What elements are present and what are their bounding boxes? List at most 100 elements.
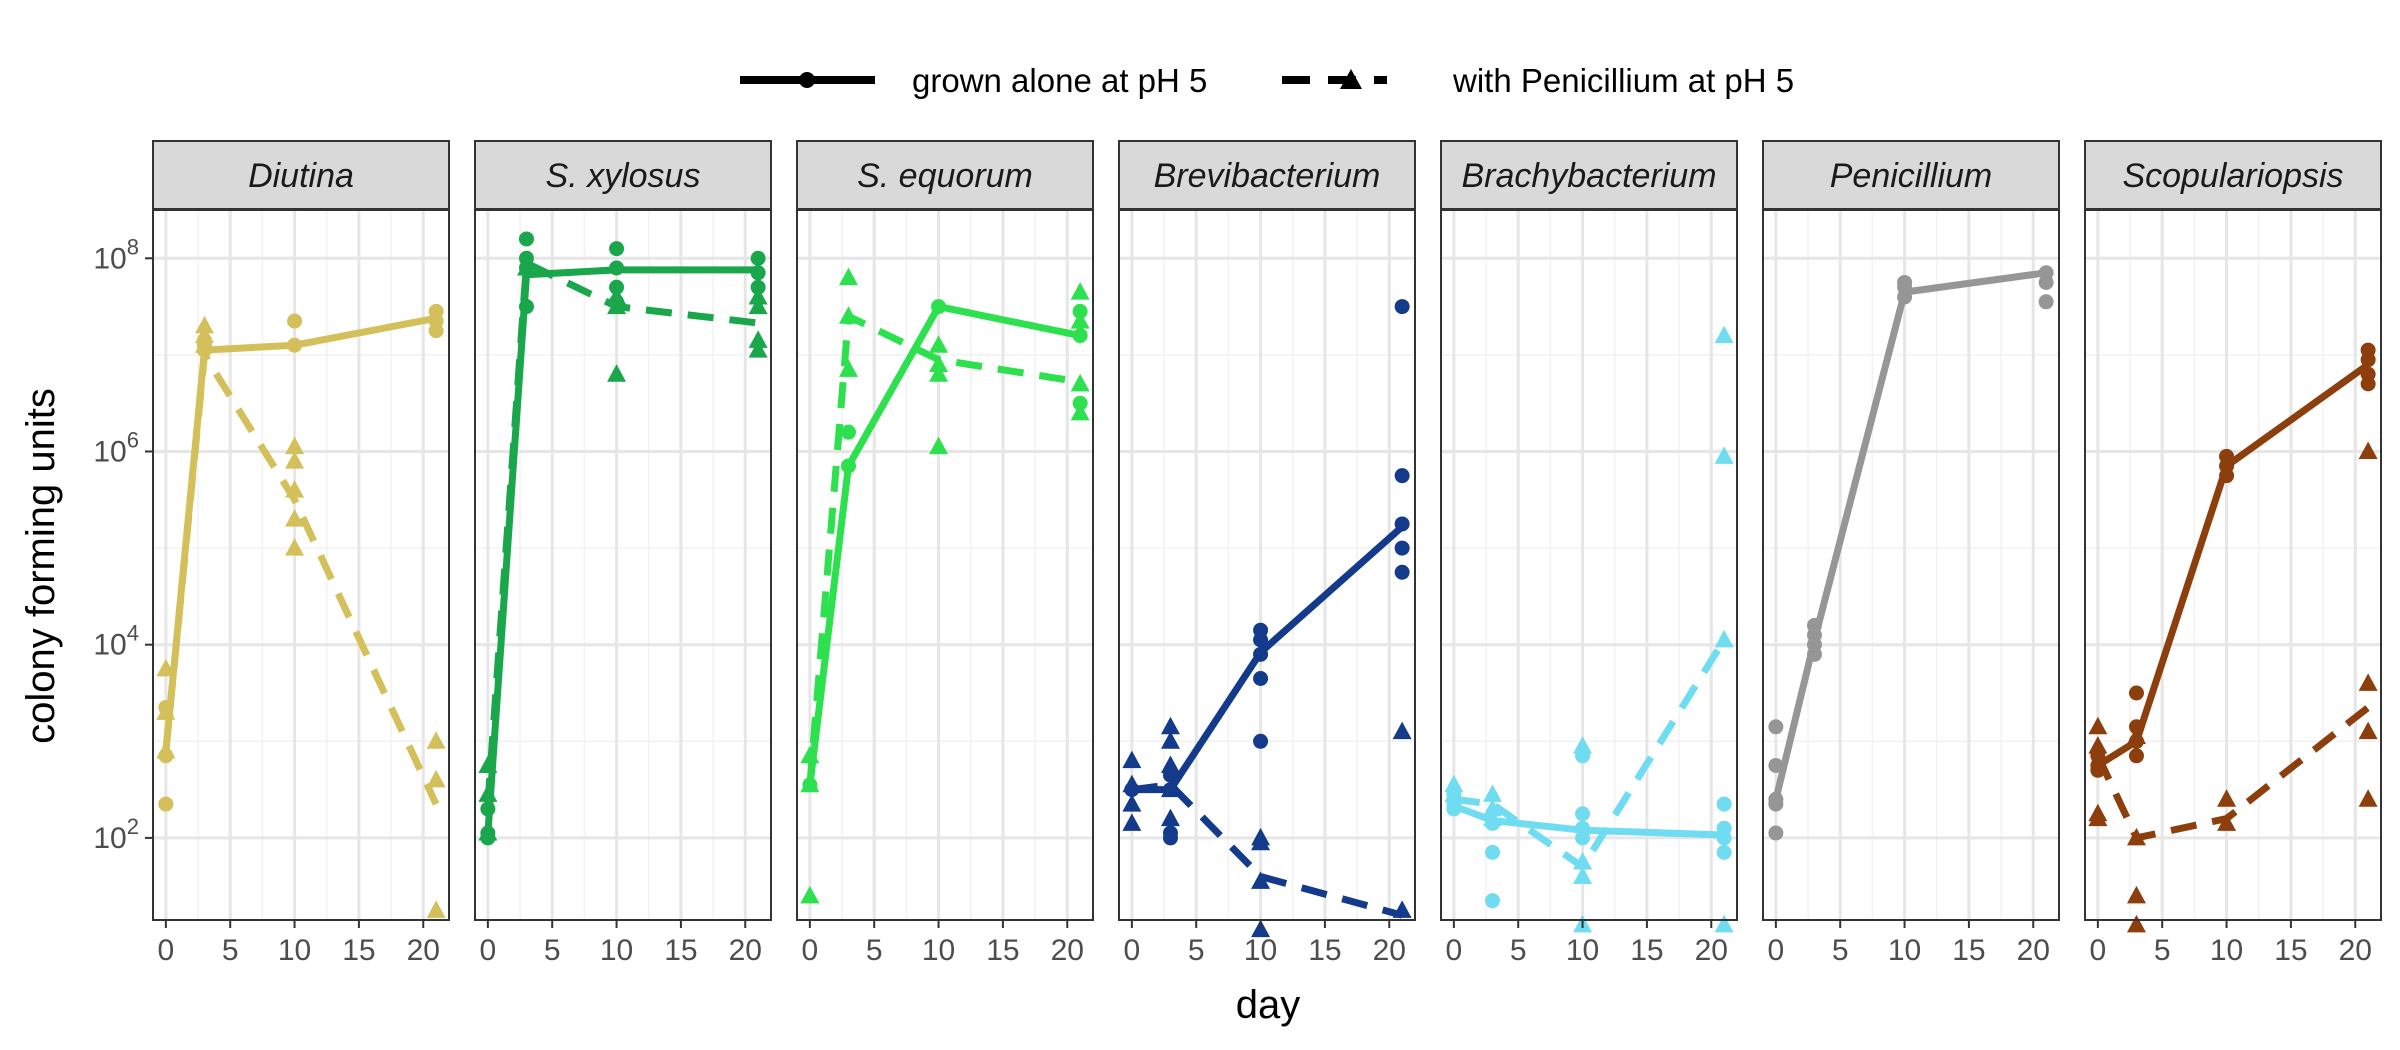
point-with-penicillium <box>1070 282 1090 300</box>
panel-border <box>2084 209 2382 921</box>
strip-background <box>796 140 1094 210</box>
point-with-penicillium <box>607 286 627 305</box>
point-with-penicillium <box>800 774 820 793</box>
point-with-penicillium <box>2358 441 2378 459</box>
gridlines <box>1763 210 2059 920</box>
point-with-penicillium <box>1482 784 1502 802</box>
point-with-penicillium <box>285 538 305 556</box>
strip-background <box>1762 140 2060 210</box>
point-with-penicillium <box>929 354 949 373</box>
point-grown-alone <box>1768 825 1784 841</box>
point-grown-alone <box>2360 342 2376 358</box>
point-with-penicillium <box>2217 789 2237 807</box>
panel-brachybacterium: Brachybacterium 0 5 10 15 20 <box>1440 140 1738 967</box>
point-grown-alone <box>428 303 444 319</box>
series-line-grown-alone <box>162 314 437 752</box>
point-with-penicillium <box>1573 866 1593 885</box>
panel-border <box>1118 209 1416 921</box>
point-with-penicillium <box>156 740 176 759</box>
point-with-penicillium <box>1573 736 1593 754</box>
point-with-penicillium <box>1160 731 1180 749</box>
point-with-penicillium <box>156 658 176 677</box>
x-tick-label: 0 <box>158 934 175 967</box>
point-with-penicillium <box>2088 716 2108 735</box>
point-with-penicillium <box>1392 721 1412 740</box>
point-grown-alone <box>1253 671 1269 687</box>
point-with-penicillium <box>838 359 858 377</box>
panel-penicillium: Penicillium 0 5 10 15 20 <box>1762 140 2060 967</box>
point-grown-alone <box>158 796 174 812</box>
point-grown-alone <box>1394 299 1410 315</box>
point-grown-alone <box>1394 564 1410 580</box>
x-tick-label: 5 <box>866 934 883 967</box>
point-grown-alone <box>1072 328 1088 344</box>
point-with-penicillium <box>1714 629 1734 648</box>
strip-background <box>1440 140 1738 210</box>
point-grown-alone <box>1484 844 1500 860</box>
x-tick-label: 0 <box>480 934 497 967</box>
x-tick-label: 10 <box>600 934 633 967</box>
point-with-penicillium <box>426 900 446 918</box>
point-grown-alone <box>1768 719 1784 735</box>
point-with-penicillium <box>1122 750 1142 769</box>
x-tick-label: 15 <box>986 934 1019 967</box>
point-with-penicillium <box>1251 919 1271 938</box>
point-with-penicillium <box>2126 914 2146 933</box>
point-with-penicillium <box>1482 808 1502 827</box>
gridlines <box>1441 210 1737 920</box>
point-with-penicillium <box>929 364 949 382</box>
y-axis: 102 104 106 108 <box>93 234 153 855</box>
series-line-with-penicillium <box>2094 704 2371 842</box>
point-with-penicillium <box>1070 402 1090 421</box>
strip-label: Penicillium <box>1830 157 1993 195</box>
point-with-penicillium <box>285 509 305 527</box>
point-with-penicillium <box>1122 813 1142 831</box>
point-with-penicillium <box>426 769 446 788</box>
point-with-penicillium <box>748 340 768 358</box>
point-grown-alone <box>2038 265 2054 281</box>
point-grown-alone <box>609 260 625 276</box>
point-with-penicillium <box>1392 900 1412 918</box>
strip-label: Diutina <box>248 157 354 195</box>
point-with-penicillium <box>1444 774 1464 793</box>
point-grown-alone <box>1253 733 1269 749</box>
x-tick-label: 20 <box>1695 934 1728 967</box>
point-with-penicillium <box>929 335 949 353</box>
point-grown-alone <box>480 801 496 817</box>
panel-scopulariopsis: Scopulariopsis 0 5 10 15 20 <box>2084 140 2382 967</box>
point-with-penicillium <box>800 745 820 764</box>
panel-border <box>796 209 1094 921</box>
x-tick-label: 5 <box>1832 934 1849 967</box>
point-with-penicillium <box>2126 726 2146 744</box>
x-tick-label: 10 <box>1566 934 1599 967</box>
strip-label: Scopulariopsis <box>2122 157 2343 195</box>
point-with-penicillium <box>748 286 768 305</box>
series-line-grown-alone <box>806 303 1081 786</box>
point-grown-alone <box>1806 617 1822 633</box>
point-with-penicillium <box>478 784 498 802</box>
series-line-grown-alone <box>2096 361 2371 769</box>
point-grown-alone <box>1716 844 1732 860</box>
point-with-penicillium <box>516 257 536 276</box>
point-grown-alone <box>1394 468 1410 484</box>
panel-s-equorum: S. equorum 0 5 10 15 20 <box>796 140 1094 967</box>
point-grown-alone <box>518 299 534 315</box>
point-grown-alone <box>1484 893 1500 909</box>
x-axis-title: day <box>1236 983 1301 1027</box>
x-tick-label: 20 <box>2339 934 2372 967</box>
gridlines <box>1119 210 1415 920</box>
x-tick-label: 10 <box>1244 934 1277 967</box>
point-with-penicillium <box>1122 794 1142 812</box>
point-grown-alone <box>1394 516 1410 532</box>
panel-border <box>152 209 450 921</box>
x-tick-label: 20 <box>729 934 762 967</box>
series-line-grown-alone <box>484 266 759 834</box>
x-tick-label: 5 <box>1510 934 1527 967</box>
legend-label-penicillium: with Penicillium at pH 5 <box>1452 62 1794 99</box>
point-with-penicillium <box>1444 784 1464 802</box>
point-grown-alone <box>1897 274 1913 290</box>
point-grown-alone <box>2038 294 2054 310</box>
x-tick-label: 15 <box>1952 934 1985 967</box>
point-grown-alone <box>287 313 303 329</box>
point-grown-alone <box>287 337 303 353</box>
